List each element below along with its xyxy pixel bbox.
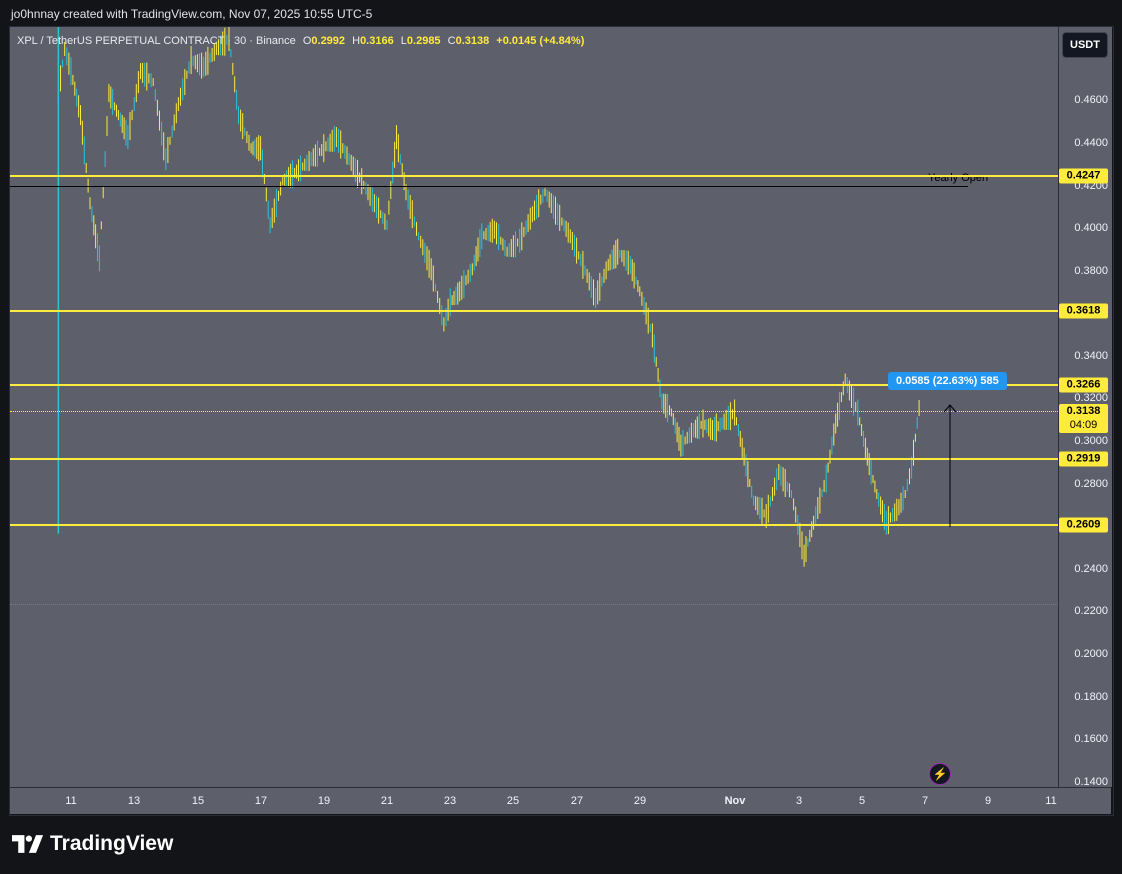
current-price-value: 0.3138 (1066, 405, 1101, 417)
candle-countdown: 04:09 (1069, 419, 1098, 431)
level-line-0.3266[interactable] (10, 384, 1058, 386)
x-tick: Nov (724, 795, 746, 807)
level-line-0.4247[interactable] (10, 175, 1058, 177)
current-price-label: 0.3138 04:09 (1059, 404, 1108, 433)
change-value: +0.0145 (+4.84%) (496, 35, 585, 47)
x-tick: 21 (380, 795, 394, 807)
high-key: H (352, 35, 361, 47)
x-tick: 15 (191, 795, 205, 807)
x-tick: 29 (633, 795, 647, 807)
price-label-0.3618: 0.3618 (1059, 303, 1108, 319)
y-tick: 0.3000 (1074, 435, 1108, 447)
x-tick: 17 (254, 795, 268, 807)
brand-name: TradingView (50, 832, 174, 855)
open-value: 0.2992 (311, 35, 346, 47)
y-tick: 0.4600 (1074, 94, 1108, 106)
measure-tooltip[interactable]: 0.0585 (22.63%) 585 (888, 372, 1007, 390)
low-value: 0.2985 (406, 35, 441, 47)
y-tick: 0.3800 (1074, 265, 1108, 277)
y-tick: 0.3400 (1074, 350, 1108, 362)
symbol-name[interactable]: XPL / TetherUS PERPETUAL CONTRACT · 30 ·… (17, 35, 296, 47)
y-tick: 0.2000 (1074, 648, 1108, 660)
x-tick: 11 (65, 795, 77, 807)
chart-frame (9, 26, 1114, 816)
price-label-0.2609: 0.2609 (1059, 517, 1108, 533)
y-tick: 0.2800 (1074, 478, 1108, 490)
x-tick: 11 (1045, 795, 1057, 807)
y-tick: 0.1800 (1074, 691, 1108, 703)
current-price-line (10, 411, 1058, 412)
x-tick: 25 (506, 795, 520, 807)
x-tick: 13 (127, 795, 141, 807)
y-tick: 0.4000 (1074, 222, 1108, 234)
high-value: 0.3166 (360, 35, 394, 47)
chart-plot-area[interactable]: Yearly Open 0.0585 (22.63%) 585 XPL / Te… (10, 27, 1058, 787)
price-label-0.4247: 0.4247 (1059, 168, 1108, 184)
low-key: L (400, 35, 407, 47)
price-label-0.2919: 0.2919 (1059, 451, 1108, 467)
currency-button[interactable]: USDT (1062, 32, 1108, 58)
level-line-0.3618[interactable] (10, 310, 1058, 312)
price-series (57, 27, 920, 567)
x-tick: 9 (984, 795, 992, 807)
level-line-0.2919[interactable] (10, 458, 1058, 460)
price-label-0.3266: 0.3266 (1059, 377, 1108, 393)
y-tick: 0.3200 (1074, 392, 1108, 404)
y-tick: 0.4400 (1074, 137, 1108, 149)
close-value: 0.3138 (455, 35, 490, 47)
attribution: jo0hnnay created with TradingView.com, N… (11, 7, 373, 21)
y-tick: 0.1400 (1074, 776, 1108, 788)
x-tick: 5 (858, 795, 866, 807)
tradingview-logo[interactable]: TradingView (12, 832, 173, 856)
tradingview-logo-icon (12, 835, 44, 853)
y-tick: 0.2200 (1074, 605, 1108, 617)
x-tick: 7 (921, 795, 929, 807)
lightning-icon[interactable]: ⚡ (929, 763, 951, 785)
y-tick: 0.2400 (1074, 563, 1108, 575)
close-key: C (447, 35, 456, 47)
symbol-legend[interactable]: XPL / TetherUS PERPETUAL CONTRACT · 30 ·… (17, 35, 584, 47)
y-tick: 0.1600 (1074, 733, 1108, 745)
level-line-0.2609[interactable] (10, 524, 1058, 526)
measure-arrow (943, 404, 957, 527)
x-tick: 3 (795, 795, 803, 807)
x-tick: 27 (570, 795, 584, 807)
yearly-open-line (10, 186, 968, 187)
x-tick: 19 (317, 795, 331, 807)
time-axis[interactable]: 11 13 15 17 19 21 23 25 27 29 Nov 3 5 7 … (10, 787, 1111, 814)
open-key: O (302, 35, 312, 47)
x-tick: 23 (443, 795, 457, 807)
low-price-line (10, 604, 1058, 605)
